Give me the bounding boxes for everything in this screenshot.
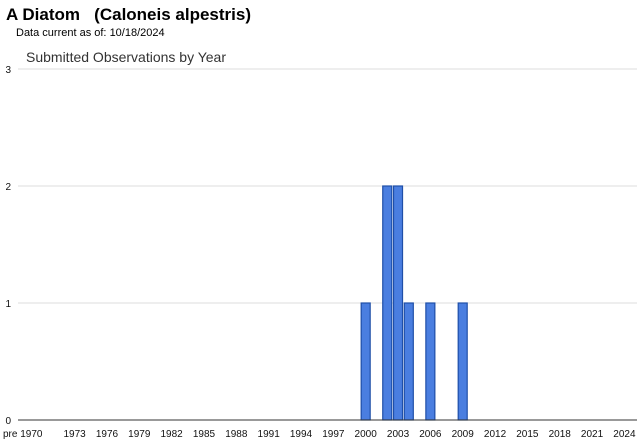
y-axis-tick-labels: 0 1 2 3	[5, 65, 11, 427]
x-tick-label: 2009	[452, 429, 475, 440]
x-tick-label: 1994	[290, 429, 313, 440]
y-tick-label: 0	[5, 416, 11, 427]
page-header: A Diatom (Caloneis alpestris) Data curre…	[6, 4, 626, 40]
x-tick-label: 2006	[419, 429, 442, 440]
x-tick-label: 1985	[193, 429, 216, 440]
grid-lines	[18, 68, 637, 304]
species-common-name: A Diatom	[6, 5, 80, 24]
x-tick-label: 1997	[322, 429, 345, 440]
x-tick-label: 2024	[613, 429, 636, 440]
data-current-line: Data current as of: 10/18/2024	[16, 26, 626, 40]
bar-2000	[360, 302, 371, 421]
data-current-date: 10/18/2024	[109, 27, 165, 39]
bar-2004	[403, 302, 414, 421]
bar-2002	[382, 185, 393, 421]
x-tick-label: 2021	[581, 429, 604, 440]
x-tick-label: 1982	[161, 429, 184, 440]
bar-2009	[457, 302, 468, 421]
x-tick-label: 1988	[225, 429, 248, 440]
y-tick-label: 1	[5, 299, 11, 310]
species-title: A Diatom (Caloneis alpestris)	[6, 4, 626, 26]
x-tick-label: 2003	[387, 429, 410, 440]
data-current-label: Data current as of:	[16, 27, 107, 39]
x-tick-label: pre 1970	[3, 429, 43, 440]
x-tick-label: 2012	[484, 429, 507, 440]
y-tick-label: 3	[5, 65, 11, 76]
x-tick-label: 2015	[516, 429, 539, 440]
bar-2006	[425, 302, 436, 421]
x-tick-label: 1976	[96, 429, 119, 440]
x-tick-label: 1979	[128, 429, 151, 440]
chart-title: Submitted Observations by Year	[26, 49, 227, 65]
x-tick-label: 1973	[63, 429, 86, 440]
species-scientific-name: (Caloneis alpestris)	[94, 5, 251, 24]
y-tick-label: 2	[5, 182, 11, 193]
x-tick-label: 1991	[258, 429, 281, 440]
x-axis-tick-labels: pre 1970 1973 1976 1979 1982 1985 1988 1991 1994…	[3, 429, 636, 440]
x-tick-label: 2000	[355, 429, 378, 440]
bar-2003	[392, 185, 404, 421]
x-tick-label: 2018	[549, 429, 572, 440]
